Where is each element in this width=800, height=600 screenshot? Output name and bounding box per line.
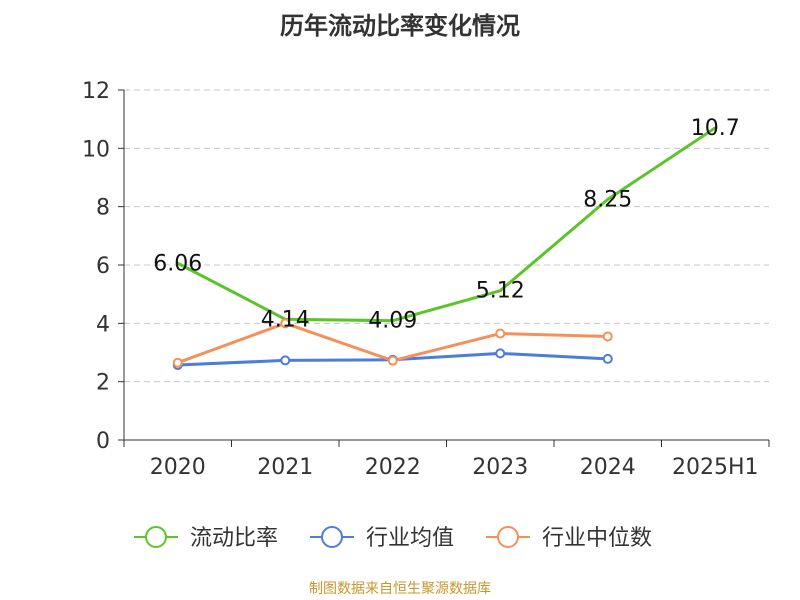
x-tick-label: 2022 — [365, 455, 421, 480]
data-label: 5.12 — [476, 279, 525, 304]
data-point — [280, 318, 291, 329]
data-point — [495, 348, 506, 359]
grid-lines — [124, 89, 769, 383]
series-line — [176, 126, 717, 323]
data-label: 6.06 — [153, 251, 202, 276]
y-tick-label: 0 — [96, 429, 110, 454]
data-labels: 6.06 4.14 4.09 5.12 8.25 10.7 — [153, 116, 739, 334]
legend-label: 行业中位数 — [542, 526, 652, 551]
x-tick-label: 2021 — [257, 455, 313, 480]
series-markers — [172, 318, 613, 371]
data-point — [602, 353, 613, 364]
series-lines — [176, 126, 717, 367]
data-label: 4.14 — [261, 307, 310, 332]
data-point — [602, 331, 613, 342]
x-tick-label: 2023 — [472, 455, 528, 480]
data-point — [172, 357, 183, 368]
data-label: 10.7 — [691, 116, 740, 141]
x-tick-label: 2025H1 — [672, 455, 759, 480]
data-point — [387, 355, 398, 366]
legend-label: 流动比率 — [190, 526, 278, 551]
legend-marker-icon — [145, 526, 167, 548]
data-point — [495, 328, 506, 339]
y-tick-label: 6 — [96, 254, 110, 279]
y-tick-label: 8 — [96, 196, 110, 221]
data-point — [280, 355, 291, 366]
chart-title: 历年流动比率变化情况 — [280, 12, 520, 40]
y-tick-label: 4 — [96, 312, 110, 337]
y-tick-label: 12 — [82, 79, 110, 104]
axes: 0 2 4 6 8 10 12 2020 2021 2022 2023 2024 2025H1 — [82, 79, 770, 480]
legend-label: 行业均值 — [366, 526, 454, 551]
legend-marker-icon — [321, 526, 343, 548]
data-label: 4.09 — [368, 309, 417, 334]
data-label: 8.25 — [583, 187, 632, 212]
y-tick-label: 10 — [82, 137, 110, 162]
legend-marker-icon — [497, 526, 519, 548]
legend: 流动比率 行业均值 行业中位数 — [134, 526, 652, 551]
x-tick-label: 2024 — [580, 455, 636, 480]
y-tick-label: 2 — [96, 371, 110, 396]
source-note: 制图数据来自恒生聚源数据库 — [309, 581, 491, 597]
x-tick-label: 2020 — [150, 455, 206, 480]
